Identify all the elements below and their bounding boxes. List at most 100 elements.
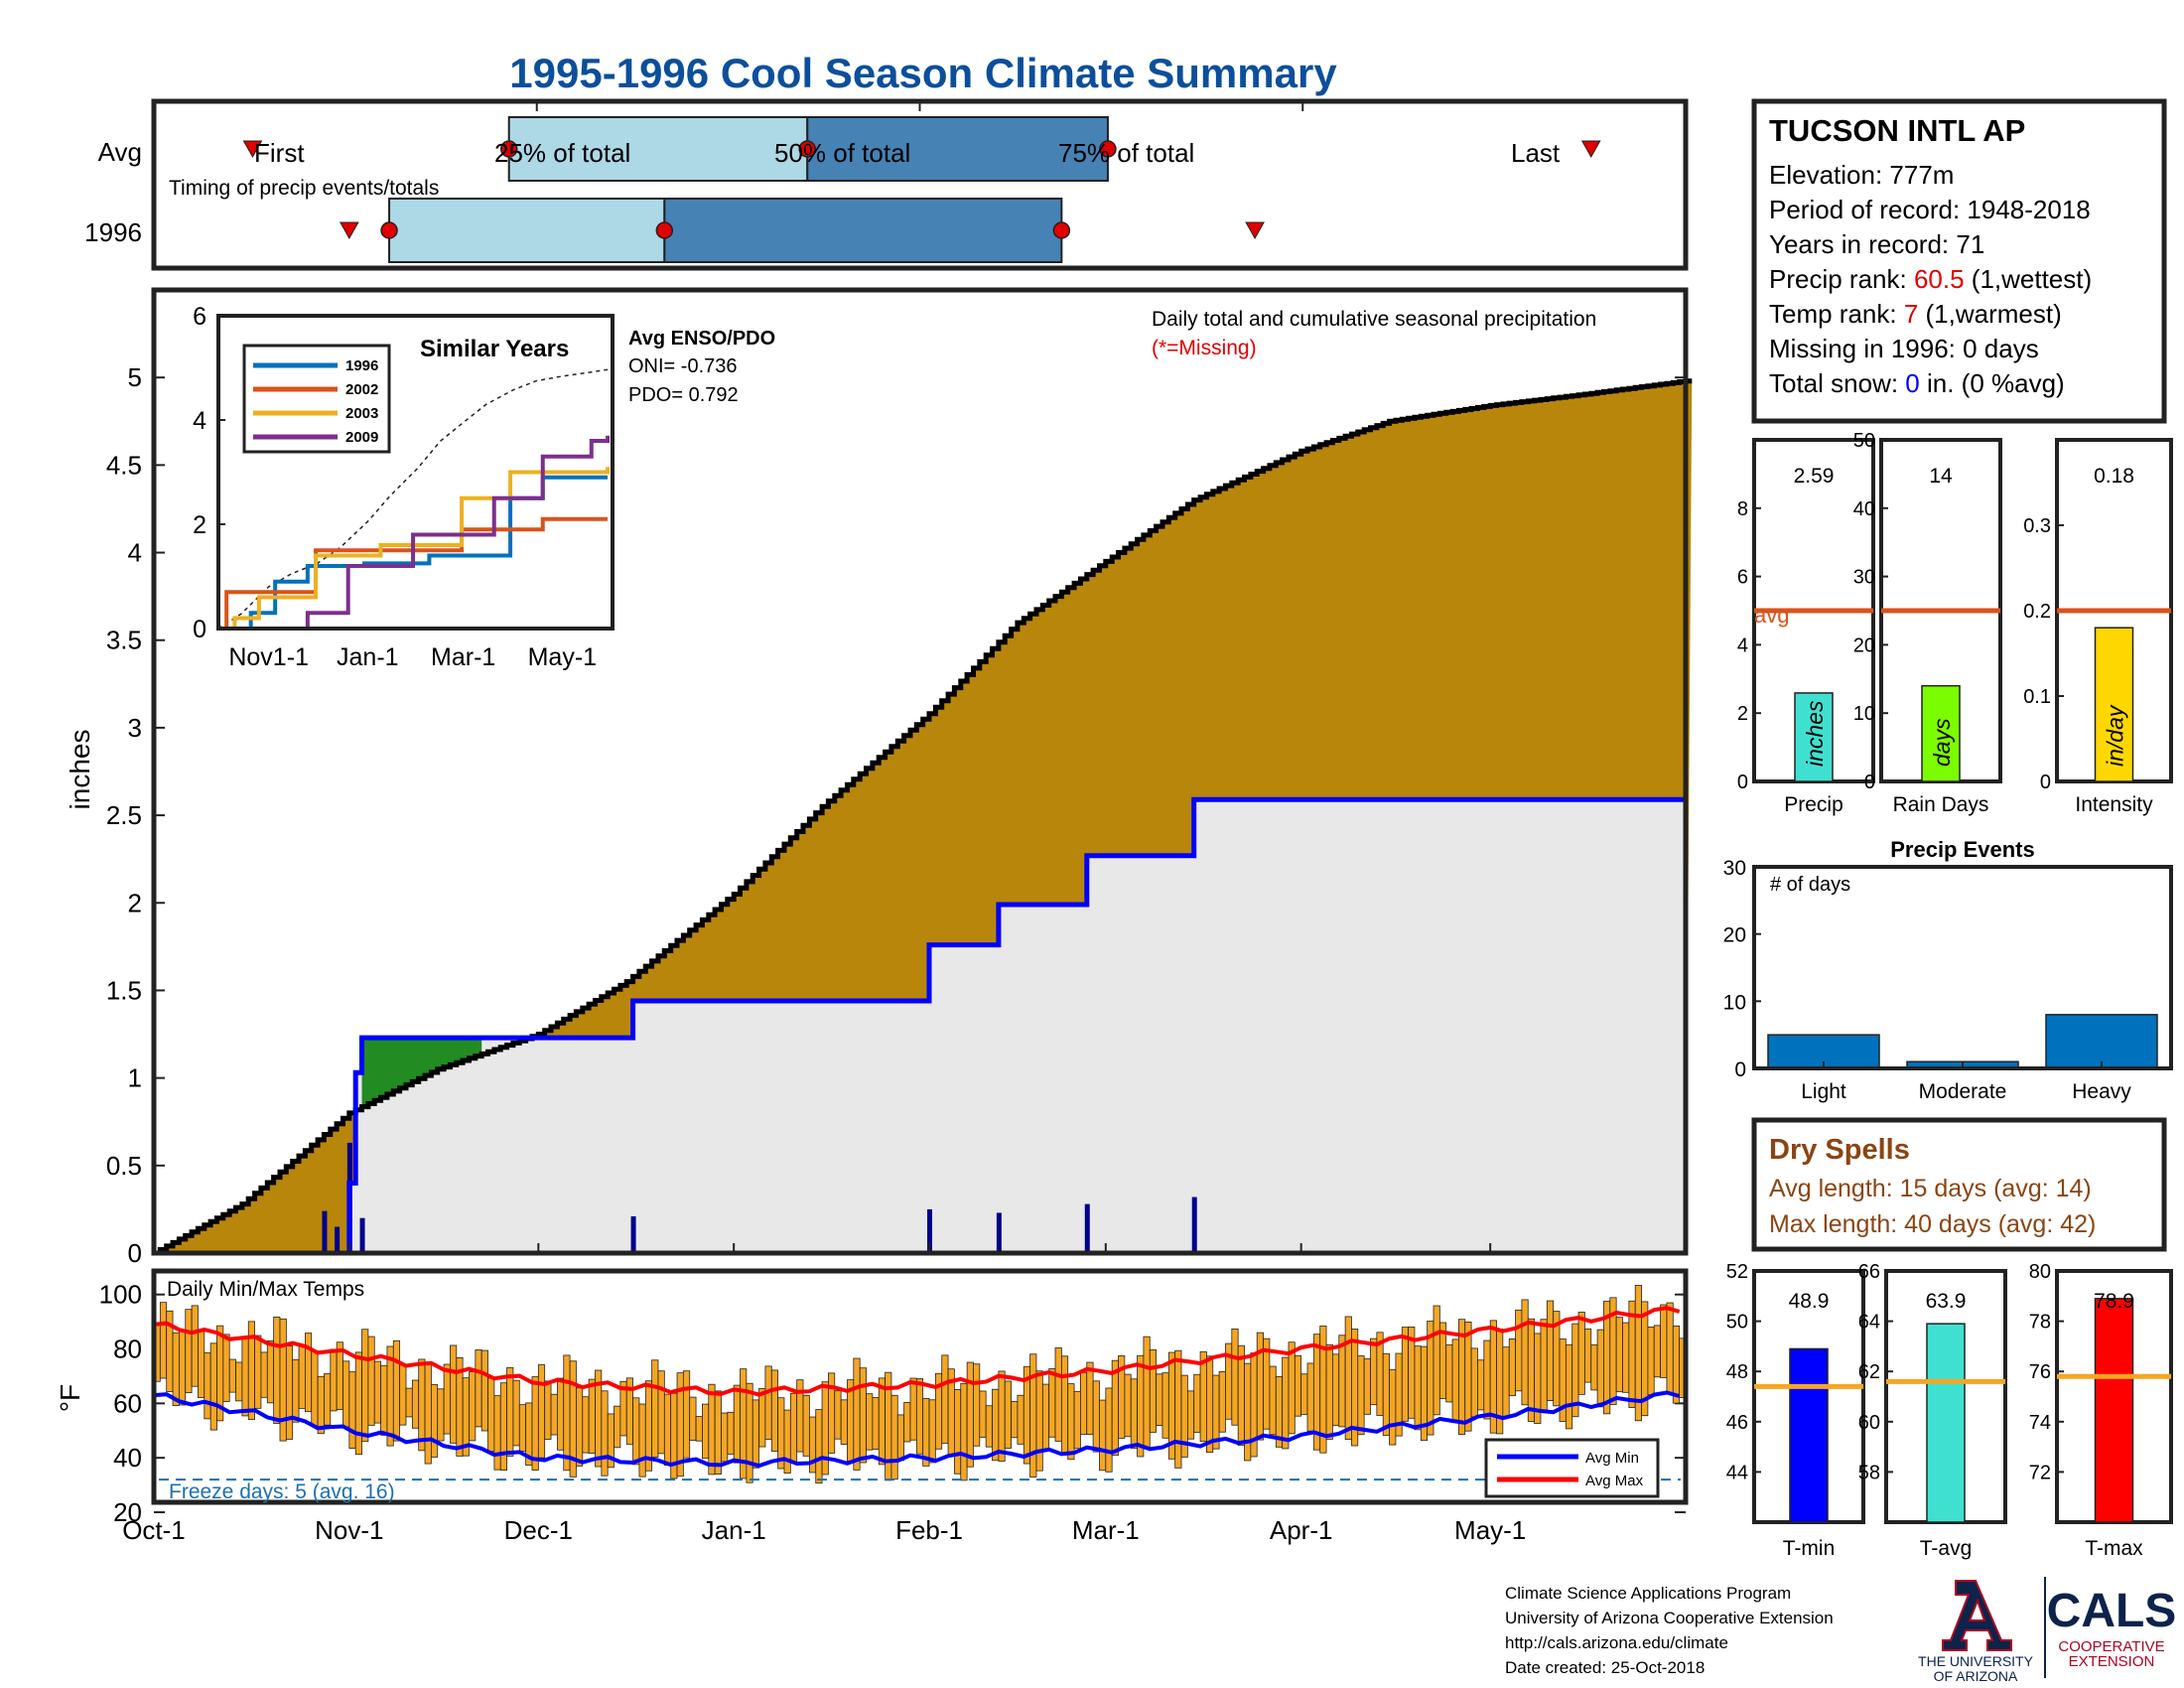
daily-temp-bar	[651, 1359, 659, 1458]
daily-temp-bar	[1363, 1358, 1371, 1415]
timing-avg-marker-p50	[798, 140, 817, 158]
temp-ytick-label: 60	[113, 1388, 142, 1418]
daily-temp-bar	[1282, 1356, 1290, 1450]
daily-temp-bar	[1357, 1355, 1365, 1436]
daily-temp-bar	[614, 1405, 621, 1449]
intensity-ytick-label: 0.3	[2023, 515, 2051, 537]
daily-temp-bar	[1073, 1390, 1081, 1450]
timing-row-avg-label: Avg	[98, 137, 142, 167]
daily-temp-bar	[185, 1309, 193, 1394]
tmax-ytick-label: 76	[2029, 1361, 2051, 1383]
daily-temp-bar	[241, 1336, 249, 1417]
tmax-panel-label: T-max	[2085, 1537, 2143, 1560]
daily-temp-bar	[954, 1389, 962, 1475]
avg-min-line	[153, 1390, 1681, 1469]
tmin-value-bar	[1789, 1347, 1829, 1523]
timing-1996-box-50-75	[663, 198, 1063, 263]
enso-pdo: PDO= 0.792	[628, 384, 739, 406]
main-ytick-label: 1	[128, 1063, 142, 1093]
tmax-ytick-label: 80	[2029, 1261, 2051, 1283]
daily-temp-bar	[405, 1387, 413, 1418]
daily-temp-bar	[361, 1329, 369, 1443]
daily-temp-bar	[878, 1377, 886, 1466]
daily-temp-bar	[903, 1402, 911, 1443]
timing-avg-triangle-first	[242, 140, 263, 159]
cals-wordmark: CALS	[2047, 1585, 2177, 1637]
tmax-ytick-label: 78	[2029, 1312, 2051, 1334]
daily-precip-bar	[630, 1215, 636, 1253]
timing-avg-marker-p25	[499, 140, 518, 158]
cals-coop-2: EXTENSION	[2069, 1653, 2155, 1670]
daily-temp-bar	[469, 1371, 477, 1442]
daily-temp-bar	[480, 1349, 488, 1432]
daily-temp-bar	[191, 1305, 199, 1387]
precip-ytick-label: 2	[1737, 703, 1748, 725]
daily-temp-bar	[348, 1371, 356, 1449]
daily-precip-bar	[1084, 1203, 1090, 1253]
precip-value-bar	[1794, 692, 1834, 782]
raindays-ytick-label: 10	[1853, 703, 1875, 725]
tavg-ytick-label: 64	[1858, 1312, 1880, 1334]
daily-temp-bar	[1653, 1325, 1662, 1378]
daily-temp-bar	[537, 1364, 546, 1459]
daily-temp-bar	[512, 1379, 520, 1447]
inset-avg-dashed-line	[217, 367, 614, 630]
precip-panel-label: Precip	[1784, 793, 1843, 816]
season-xtick-label: Nov-1	[315, 1515, 383, 1545]
inset-legend-label: 2003	[345, 405, 378, 422]
inset-legend-label: 2002	[345, 381, 378, 398]
main-ytick-label: 2	[128, 888, 142, 917]
tmin-ytick-label: 46	[1726, 1412, 1748, 1434]
temp-legend: Avg Min Avg Max	[1484, 1438, 1660, 1498]
timing-label-25: 25% of total	[494, 138, 630, 168]
events-ytick-label: 20	[1723, 924, 1746, 947]
events-ylabel: # of days	[1770, 874, 1850, 896]
avg-max-line	[153, 1306, 1681, 1397]
daily-temp-bar	[475, 1349, 482, 1428]
daily-temp-bar	[1622, 1322, 1630, 1393]
daily-temp-bar	[1590, 1343, 1598, 1391]
tavg-ytick-label: 66	[1858, 1261, 1880, 1283]
timing-label-first: First	[254, 138, 305, 168]
inset-legend-label: 2009	[345, 429, 378, 446]
footer-credits: Climate Science Applications Program Uni…	[1505, 1584, 1834, 1677]
daily-temp-bar	[373, 1360, 381, 1424]
daily-temp-bar	[450, 1344, 458, 1444]
temp-ytick-label: 80	[113, 1335, 142, 1364]
precip-ytick-label: 6	[1737, 567, 1748, 589]
raindays-ytick-label: 20	[1853, 634, 1875, 656]
daily-precip-bar	[335, 1226, 341, 1253]
daily-temp-bar	[915, 1378, 924, 1455]
daily-temp-bar	[367, 1336, 375, 1426]
daily-temp-bar	[896, 1414, 905, 1462]
daily-temp-bar	[714, 1390, 722, 1476]
tmax-value-label: 78.9	[2094, 1290, 2134, 1313]
daily-temp-bar	[1306, 1362, 1314, 1432]
raindays-value-bar	[1921, 684, 1961, 782]
tavg-ytick-label: 62	[1858, 1361, 1880, 1383]
daily-temp-bar	[550, 1393, 558, 1436]
main-ytick-label: 5	[128, 362, 142, 392]
daily-temp-bar	[1647, 1327, 1655, 1396]
daily-temp-bar	[506, 1366, 514, 1457]
inset-line-2002	[218, 516, 609, 631]
main-ytick-label: 2.5	[106, 800, 142, 830]
daily-temp-bar	[985, 1405, 993, 1448]
daily-temp-bar	[1508, 1338, 1516, 1397]
daily-temp-bar	[499, 1382, 507, 1471]
events-ytick-label: 0	[1734, 1058, 1746, 1081]
tmin-value-label: 48.9	[1789, 1290, 1830, 1313]
daily-temp-bar	[859, 1367, 867, 1464]
daily-temp-bar	[582, 1396, 590, 1454]
raindays-value-label: 14	[1929, 465, 1953, 488]
temp-ytick-label: 20	[113, 1497, 142, 1527]
daily-temp-bar	[1294, 1354, 1302, 1417]
inset-xtick-label: May-1	[528, 643, 597, 671]
daily-temp-bar	[1338, 1335, 1346, 1428]
timing-1996-marker-p75	[1052, 221, 1071, 239]
daily-temp-bar	[1105, 1387, 1113, 1473]
main-ytick-label: 0	[128, 1238, 142, 1268]
events-ytick-label: 30	[1723, 857, 1746, 880]
